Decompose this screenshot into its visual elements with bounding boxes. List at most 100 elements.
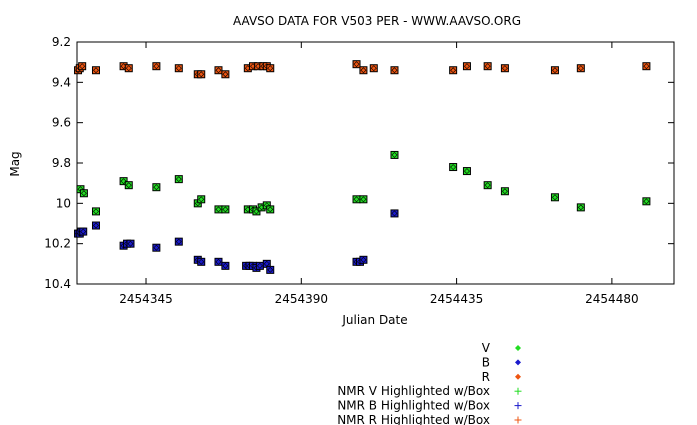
y-axis-title: Mag	[8, 151, 22, 176]
x-tick-label: 2454480	[585, 292, 638, 306]
data-point-diamond	[153, 63, 160, 70]
data-point-diamond	[80, 228, 87, 235]
data-point-diamond	[464, 63, 470, 70]
data-point-v	[119, 177, 128, 186]
y-tick-label: 9.8	[52, 156, 71, 170]
data-point-diamond	[93, 222, 99, 229]
data-point-v	[79, 189, 88, 198]
data-point-diamond	[643, 198, 650, 205]
data-point-diamond	[198, 258, 205, 265]
data-point-diamond	[79, 63, 86, 70]
data-point-r	[266, 64, 275, 73]
legend-label: R	[482, 370, 490, 384]
data-point-diamond	[267, 206, 274, 213]
data-point-v	[352, 195, 361, 204]
data-point-diamond	[370, 65, 377, 72]
data-point-diamond	[222, 71, 229, 78]
data-point-v	[124, 181, 133, 190]
data-point-r	[369, 64, 378, 73]
data-point-r	[576, 64, 585, 73]
y-tick-label: 9.6	[52, 116, 71, 130]
data-point-diamond	[127, 240, 134, 247]
data-point-diamond	[175, 238, 182, 245]
data-point-b	[79, 227, 88, 236]
data-point-r	[449, 66, 458, 75]
data-point-b	[359, 255, 368, 264]
data-point-v	[197, 195, 206, 204]
data-point-v	[576, 203, 585, 212]
data-point-diamond	[222, 262, 229, 269]
data-point-diamond	[360, 256, 367, 263]
data-point-diamond	[198, 196, 205, 203]
legend-marker-diamond	[515, 373, 521, 380]
data-point-diamond	[175, 176, 182, 183]
data-point-v	[91, 207, 100, 216]
data-point-diamond	[391, 67, 398, 74]
x-axis: 2454345 2454390 2454435 2454480	[119, 42, 639, 306]
data-point-diamond	[360, 67, 367, 74]
data-point-diamond	[577, 204, 584, 211]
data-point-diamond	[215, 206, 222, 213]
data-point-b	[91, 221, 100, 230]
data-point-v	[390, 150, 399, 159]
data-points	[74, 60, 651, 274]
data-point-v	[221, 205, 230, 214]
data-point-r	[214, 66, 223, 75]
data-point-v	[449, 163, 458, 172]
chart-title: AAVSO DATA FOR V503 PER - WWW.AAVSO.ORG	[233, 14, 521, 28]
data-point-b	[255, 261, 264, 270]
data-point-diamond	[450, 164, 457, 170]
data-point-r	[174, 64, 183, 73]
data-point-diamond	[391, 152, 398, 158]
x-tick-label: 2454390	[275, 292, 328, 306]
data-point-b	[174, 237, 183, 246]
data-point-r	[124, 64, 133, 73]
data-point-r	[483, 62, 492, 71]
data-point-r	[550, 66, 559, 75]
y-tick-label: 10	[56, 196, 71, 210]
data-point-v	[642, 197, 651, 206]
data-point-r	[78, 62, 87, 71]
data-point-r	[500, 64, 509, 73]
legend-marker-diamond	[515, 345, 521, 351]
data-point-b	[390, 209, 399, 218]
data-point-diamond	[80, 190, 87, 197]
data-point-diamond	[120, 178, 127, 185]
data-point-diamond	[464, 168, 470, 174]
data-point-diamond	[501, 65, 508, 72]
data-point-diamond	[153, 184, 160, 191]
data-point-diamond	[267, 266, 274, 273]
y-tick-label: 9.4	[52, 75, 71, 89]
y-tick-label: 10.4	[44, 277, 71, 291]
data-point-diamond	[643, 63, 650, 70]
data-point-diamond	[552, 194, 558, 201]
data-point-b	[152, 243, 161, 252]
data-point-diamond	[93, 208, 99, 215]
data-point-diamond	[577, 65, 584, 72]
plot-frame	[76, 41, 675, 285]
data-point-r	[390, 66, 399, 75]
data-point-b	[197, 257, 206, 266]
data-point-v	[266, 205, 275, 214]
data-point-r	[352, 60, 361, 69]
y-axis: 9.2 9.4 9.6 9.8 10 10.2 10.4	[44, 35, 674, 291]
x-tick-label: 2454435	[430, 292, 483, 306]
data-point-v	[359, 195, 368, 204]
data-point-r	[197, 70, 206, 79]
data-point-b	[221, 261, 230, 270]
data-point-diamond	[267, 65, 274, 72]
data-point-r	[91, 66, 100, 75]
data-point-v	[483, 181, 492, 190]
data-point-v	[152, 183, 161, 192]
x-tick-label: 2454345	[119, 292, 172, 306]
legend-label: NMR R Highlighted w/Box	[337, 413, 490, 425]
data-point-diamond	[353, 196, 360, 203]
data-point-diamond	[222, 206, 229, 213]
y-tick-label: 9.2	[52, 35, 71, 49]
data-point-b	[266, 265, 275, 274]
data-point-r	[642, 62, 651, 71]
data-point-v	[214, 205, 223, 214]
legend-marker-diamond	[515, 359, 521, 366]
data-point-diamond	[215, 258, 222, 265]
